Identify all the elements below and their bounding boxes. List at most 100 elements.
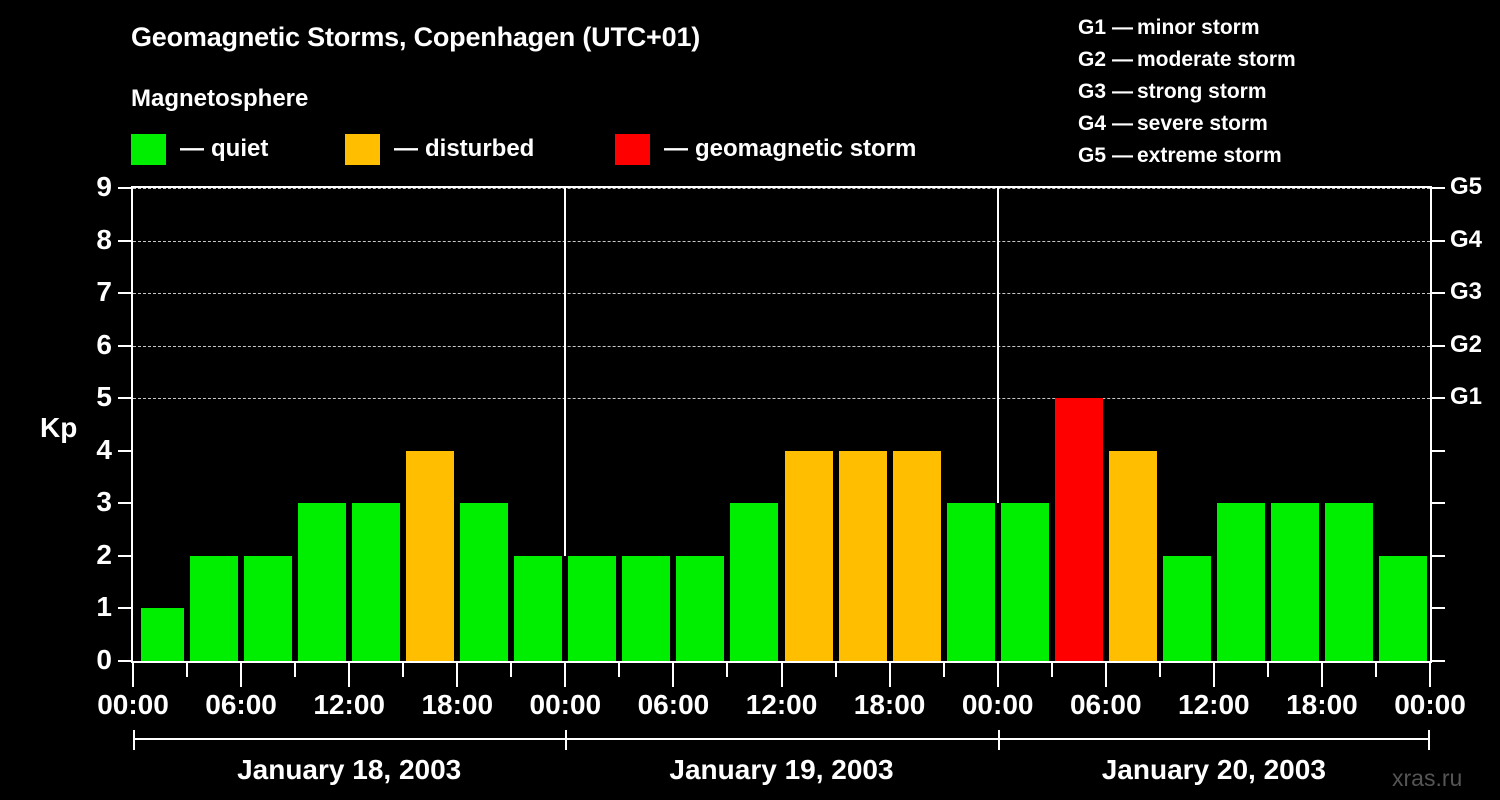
x-axis-tick-17 xyxy=(1050,663,1053,677)
g-scale-code-g3: G3 xyxy=(1078,80,1107,103)
x-axis-tick-6 xyxy=(456,663,459,687)
legend-swatch-storm xyxy=(615,133,650,165)
bar xyxy=(730,503,779,661)
g-scale-label-g4: severe storm xyxy=(1137,112,1268,135)
x-axis-tick-9 xyxy=(618,663,621,677)
gridline-kp-7 xyxy=(133,293,1430,295)
legend-label-quiet: quiet xyxy=(211,135,269,162)
y-axis-label-3: 3 xyxy=(96,486,112,518)
x-axis-tick-7 xyxy=(510,663,513,677)
legend-item-disturbed: — disturbed xyxy=(345,132,534,166)
date-bracket-tick-2 xyxy=(997,730,1000,750)
g-scale-key-item-g1: G1— minor storm xyxy=(1078,12,1296,44)
g-scale-label-g2: moderate storm xyxy=(1137,48,1296,71)
x-axis-tick-5 xyxy=(402,663,405,677)
bar xyxy=(190,555,239,661)
x-axis-tick-18 xyxy=(1104,663,1107,687)
bar xyxy=(838,450,887,661)
y-axis-label-1: 1 xyxy=(96,591,112,623)
bar xyxy=(298,503,347,661)
y-axis-tick-7 xyxy=(118,292,131,295)
bar xyxy=(1000,503,1049,661)
chart-title: Geomagnetic Storms, Copenhagen (UTC+01) xyxy=(131,22,701,52)
y-axis-label-7: 7 xyxy=(96,276,112,308)
x-axis-label-9: 06:00 xyxy=(1069,689,1142,720)
x-axis-label-0: 00:00 xyxy=(97,689,169,720)
bar xyxy=(1054,398,1103,661)
y-axis-title: Kp xyxy=(40,412,78,443)
x-axis-tick-23 xyxy=(1374,663,1377,677)
g-axis-tick-G4 xyxy=(1432,239,1445,242)
date-bracket-tick-1 xyxy=(565,730,568,750)
g-axis-minor-tick-kp-0 xyxy=(1432,660,1445,662)
watermark: xras.ru xyxy=(1392,765,1463,791)
bar xyxy=(892,450,941,661)
g-scale-key-item-g2: G2— moderate storm xyxy=(1078,44,1296,76)
day-separator-1 xyxy=(564,188,567,556)
date-label-2: January 19, 2003 xyxy=(669,754,894,785)
x-axis-label-7: 18:00 xyxy=(853,689,926,720)
bar xyxy=(622,555,671,661)
date-label-1: January 18, 2003 xyxy=(237,754,462,785)
legend-label-disturbed: disturbed xyxy=(425,135,535,162)
g-axis-minor-tick-kp-3 xyxy=(1432,502,1445,505)
legend-label-storm: geomagnetic storm xyxy=(695,135,917,162)
bar xyxy=(1162,555,1211,661)
bar xyxy=(244,555,293,661)
y-axis-tick-5 xyxy=(118,397,131,400)
x-axis-tick-11 xyxy=(726,663,729,677)
g-scale-dash-g5: — xyxy=(1112,144,1133,167)
g-axis-tick-G3 xyxy=(1432,292,1445,295)
y-axis-label-5: 5 xyxy=(96,381,112,413)
g-scale-key-item-g3: G3— strong storm xyxy=(1078,76,1296,108)
bar xyxy=(1378,555,1427,661)
legend-dash-quiet: — xyxy=(180,135,204,162)
bar xyxy=(1270,503,1319,661)
g-axis-minor-tick-kp-4 xyxy=(1432,449,1445,452)
x-axis-label-2: 12:00 xyxy=(313,689,385,720)
gridline-kp-6 xyxy=(133,345,1430,347)
y-axis-tick-9 xyxy=(118,187,131,189)
x-axis-tick-3 xyxy=(294,663,297,677)
x-axis-tick-15 xyxy=(942,663,945,677)
y-axis-label-4: 4 xyxy=(96,433,112,465)
g-axis-label-G3: G3 xyxy=(1450,278,1483,306)
y-axis-tick-1 xyxy=(118,607,131,610)
x-axis-tick-14 xyxy=(888,663,891,687)
x-axis-label-12: 00:00 xyxy=(1394,689,1466,720)
g-axis-label-G4: G4 xyxy=(1450,225,1483,253)
y-axis-tick-2 xyxy=(118,554,131,557)
g-scale-key-item-g4: G4— severe storm xyxy=(1078,108,1296,140)
legend-swatch-quiet xyxy=(131,133,166,165)
x-axis-tick-8 xyxy=(564,663,567,687)
x-axis-label-5: 06:00 xyxy=(637,689,710,720)
g-axis-tick-G1 xyxy=(1432,397,1445,400)
plot-inner xyxy=(133,188,1430,661)
g-scale-label-g1: minor storm xyxy=(1137,16,1260,39)
y-axis-label-6: 6 xyxy=(96,328,112,360)
x-axis-tick-12 xyxy=(780,663,783,687)
y-axis-tick-6 xyxy=(118,344,131,347)
x-axis-tick-0 xyxy=(132,663,134,687)
bar xyxy=(946,503,995,661)
date-label-3: January 20, 2003 xyxy=(1101,754,1326,785)
x-axis-tick-4 xyxy=(348,663,351,687)
gridline-kp-5 xyxy=(133,398,1430,400)
legend-dash-disturbed: — xyxy=(394,135,418,162)
g-axis-minor-tick-kp-1 xyxy=(1432,607,1445,610)
legend-item-storm: — geomagnetic storm xyxy=(615,132,916,166)
x-axis-label-11: 18:00 xyxy=(1286,689,1358,720)
date-bracket-3 xyxy=(997,738,1430,740)
y-axis-tick-4 xyxy=(118,449,131,452)
x-axis-tick-2 xyxy=(240,663,243,687)
g-axis-minor-tick-kp-2 xyxy=(1432,554,1445,557)
x-axis-label-4: 00:00 xyxy=(529,689,602,720)
date-bracket-tick-3 xyxy=(1428,730,1430,750)
g-scale-key-item-g5: G5— extreme storm xyxy=(1078,140,1296,172)
g-scale-key: G1— minor storm G2— moderate storm G3— stro… xyxy=(1078,12,1296,172)
y-axis-label-2: 2 xyxy=(96,538,112,570)
x-axis-tick-22 xyxy=(1320,663,1323,687)
g-scale-code-g4: G4 xyxy=(1078,112,1107,135)
x-axis-label-10: 12:00 xyxy=(1178,689,1250,720)
